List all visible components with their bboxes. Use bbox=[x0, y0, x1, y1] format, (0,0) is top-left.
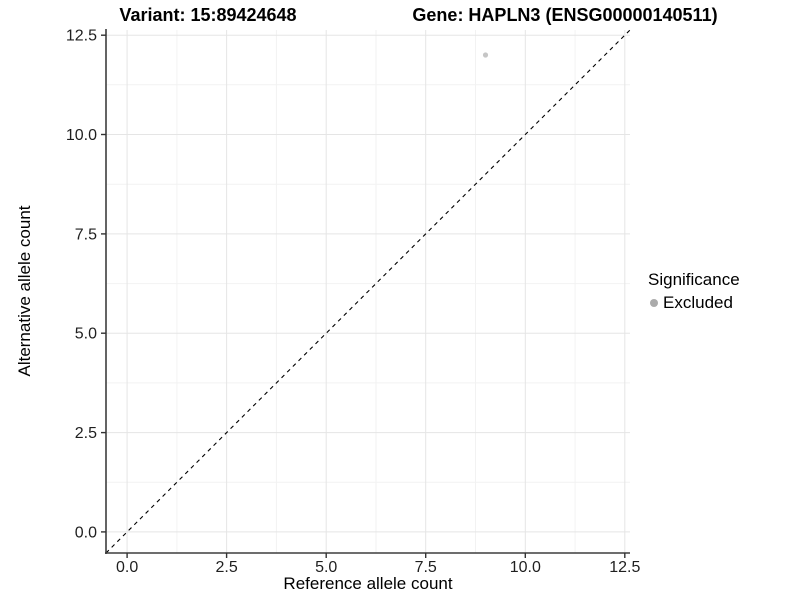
legend-item-excluded: Excluded bbox=[648, 293, 740, 313]
y-tick-label: 5.0 bbox=[75, 326, 97, 343]
y-tick-label: 2.5 bbox=[75, 425, 97, 442]
y-tick-label: 10.0 bbox=[66, 127, 97, 144]
x-tick-label: 7.5 bbox=[415, 559, 437, 576]
legend-item-label: Excluded bbox=[663, 293, 733, 312]
legend: Significance Excluded bbox=[648, 270, 740, 313]
y-axis-title: Alternative allele count bbox=[15, 205, 34, 377]
x-tick-label: 2.5 bbox=[215, 559, 237, 576]
x-tick-label: 0.0 bbox=[116, 559, 138, 576]
y-tick-label: 0.0 bbox=[75, 524, 97, 541]
legend-title: Significance bbox=[648, 270, 740, 289]
y-tick-label: 12.5 bbox=[66, 28, 97, 45]
x-tick-label: 10.0 bbox=[510, 559, 541, 576]
excluded-point-icon bbox=[650, 299, 658, 307]
plot-title-variant: Variant: 15:89424648 bbox=[119, 5, 297, 25]
data-point-excluded bbox=[482, 52, 489, 58]
plot-title-gene: Gene: HAPLN3 (ENSG00000140511) bbox=[412, 5, 718, 25]
x-tick-label: 12.5 bbox=[609, 559, 640, 576]
x-tick-label: 5.0 bbox=[315, 559, 337, 576]
identity-reference-line bbox=[105, 29, 631, 554]
x-axis-title: Reference allele count bbox=[283, 574, 453, 593]
y-tick-label: 7.5 bbox=[75, 226, 97, 243]
